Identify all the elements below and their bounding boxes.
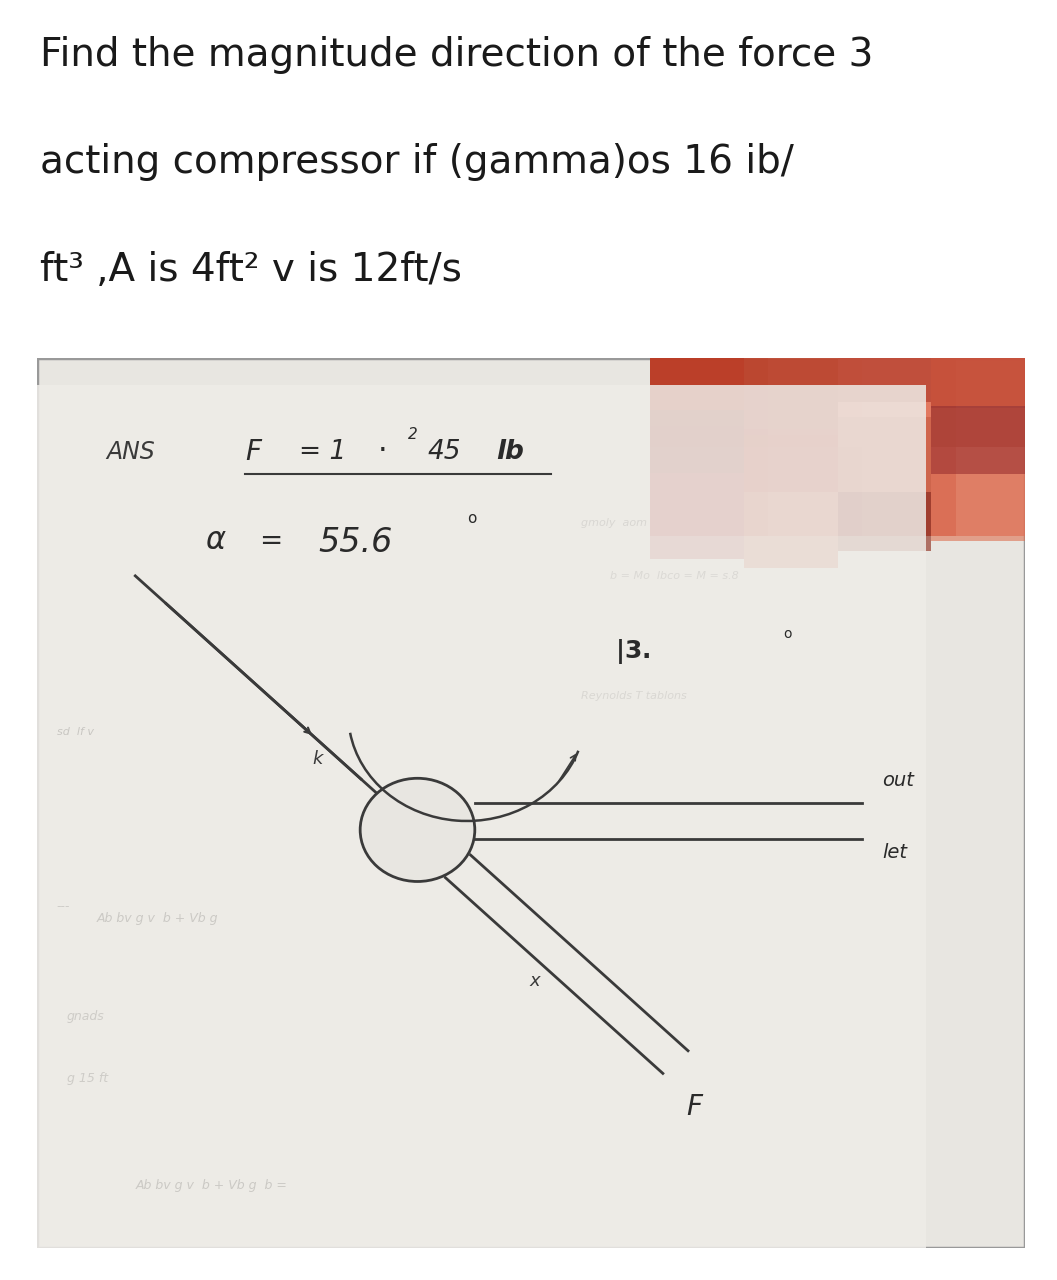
FancyBboxPatch shape	[931, 340, 1050, 536]
Text: o: o	[467, 511, 477, 526]
FancyBboxPatch shape	[931, 278, 1025, 411]
Text: = 1: = 1	[299, 439, 346, 465]
Text: gmoly  aom: gmoly aom	[580, 518, 647, 527]
Text: lb: lb	[497, 439, 524, 465]
Text: $\it{\alpha}$: $\it{\alpha}$	[205, 526, 226, 556]
Text: $\it{F}$: $\it{F}$	[244, 438, 263, 466]
Text: sd  lf v: sd lf v	[57, 727, 94, 737]
Text: g 15 ft: g 15 ft	[67, 1073, 108, 1085]
Circle shape	[360, 778, 475, 882]
FancyBboxPatch shape	[650, 436, 744, 570]
FancyBboxPatch shape	[744, 428, 837, 562]
Text: $\it{k}$: $\it{k}$	[312, 750, 326, 768]
FancyBboxPatch shape	[931, 252, 1050, 447]
FancyBboxPatch shape	[650, 252, 768, 447]
Text: ft³ ,A is 4ft² v is 12ft/s: ft³ ,A is 4ft² v is 12ft/s	[40, 251, 462, 289]
Text: Ab bv g v  b + Vb g: Ab bv g v b + Vb g	[96, 913, 218, 925]
Text: Find the magnitude direction of the force 3: Find the magnitude direction of the forc…	[40, 36, 873, 74]
Text: ---: ---	[57, 900, 70, 913]
FancyBboxPatch shape	[37, 358, 1025, 1248]
Text: let: let	[882, 842, 907, 861]
FancyBboxPatch shape	[744, 340, 863, 536]
Text: b = Mo  lbco = M = s.8: b = Mo lbco = M = s.8	[610, 571, 739, 581]
FancyBboxPatch shape	[650, 264, 744, 398]
Text: out: out	[882, 772, 914, 791]
Text: 2: 2	[408, 426, 418, 442]
Text: 45: 45	[427, 439, 461, 465]
Text: gnads: gnads	[67, 1010, 105, 1023]
FancyBboxPatch shape	[837, 340, 957, 536]
Text: $\mathbf{|3.}$: $\mathbf{|3.}$	[615, 637, 650, 667]
Text: Reynolds T tablons: Reynolds T tablons	[580, 691, 686, 701]
Text: ·: ·	[378, 438, 388, 466]
FancyBboxPatch shape	[931, 436, 1025, 570]
FancyBboxPatch shape	[931, 335, 1025, 468]
FancyBboxPatch shape	[837, 261, 931, 394]
FancyBboxPatch shape	[744, 252, 863, 447]
Text: =: =	[259, 527, 282, 554]
FancyBboxPatch shape	[37, 385, 927, 1248]
Text: ANS: ANS	[106, 440, 155, 463]
Text: $\it{F}$: $\it{F}$	[686, 1093, 704, 1120]
FancyBboxPatch shape	[650, 340, 768, 536]
FancyBboxPatch shape	[837, 420, 931, 553]
Text: o: o	[783, 627, 792, 641]
FancyBboxPatch shape	[744, 342, 837, 475]
Text: Ab bv g v  b + Vb g  b =: Ab bv g v b + Vb g b =	[136, 1179, 288, 1192]
Text: 55.6: 55.6	[318, 526, 393, 559]
FancyBboxPatch shape	[744, 291, 837, 424]
Text: acting compressor if (gamma)os 16 ib/: acting compressor if (gamma)os 16 ib/	[40, 143, 794, 182]
Text: $\it{x}$: $\it{x}$	[530, 972, 542, 991]
FancyBboxPatch shape	[837, 252, 957, 447]
FancyBboxPatch shape	[650, 361, 744, 494]
FancyBboxPatch shape	[837, 342, 931, 475]
